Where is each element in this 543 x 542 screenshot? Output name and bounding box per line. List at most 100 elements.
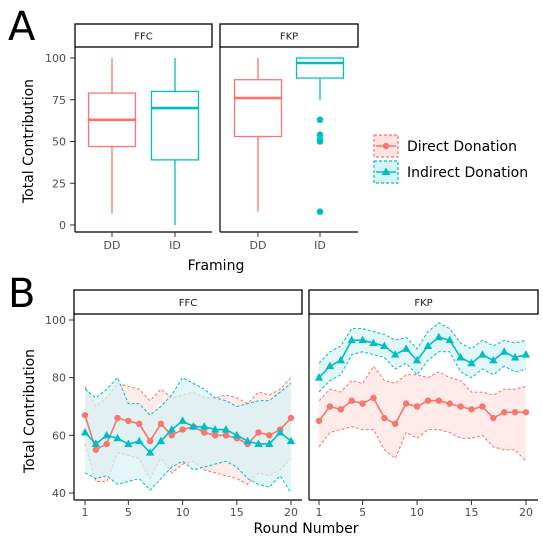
point-ffc-indirect [200,422,209,430]
point-ffc-indirect [145,448,155,456]
box-body [233,79,283,138]
point-fkp-indirect [521,350,531,358]
point-fkp-indirect [358,335,367,344]
point-ffc-direct [157,420,165,427]
point-fkp-direct [337,406,344,413]
point-fkp-indirect [369,338,378,347]
panel-a-x-tick-label: DD [250,239,267,252]
panel-a-strip-fkp: FKP [219,23,359,48]
legend-label-direct: Direct Donation [407,139,517,155]
point-fkp-direct [501,409,508,416]
ribbon-lower-fkp-direct [318,426,527,462]
point-fkp-indirect [500,347,509,355]
box-fkp-dd [233,58,283,212]
panel-a-x-tick-label: ID [314,239,326,252]
legend: Direct Donation Indirect Donation [373,134,528,184]
point-ffc-indirect [232,430,241,439]
point-ffc-direct [255,429,262,436]
point-fkp-indirect [325,361,335,370]
point-fkp-direct [326,403,334,410]
point-ffc-direct [201,429,208,436]
ribbon-ffc-indirect [85,377,291,493]
panel-a-x-axis-title: Framing [188,258,245,274]
ribbon-upper-fkp-indirect [318,322,527,364]
panel-b-x-tick-label: 5 [359,506,366,519]
panel-a-y-tick-label: 25 [52,177,66,190]
point-fkp-direct [402,400,410,407]
point-fkp-direct [315,417,323,425]
point-fkp-direct [359,400,366,407]
point-ffc-indirect [265,439,274,447]
panel-b-x-tick-label: 5 [125,506,132,519]
point-fkp-indirect [380,341,389,349]
panel-a-x-tick-label: DD [104,239,121,252]
panel-b-series [80,322,531,494]
point-fkp-direct [348,397,355,404]
point-fkp-indirect [336,355,345,364]
point-fkp-direct [490,414,497,422]
point-fkp-direct [392,420,399,427]
point-fkp-direct [370,394,377,402]
point-fkp-indirect [510,352,520,361]
point-ffc-indirect [80,427,90,436]
point-ffc-indirect [124,439,133,447]
point-ffc-indirect [210,425,220,433]
panel-b-x-axis-title: Round Number [254,521,359,537]
point-fkp-indirect [412,355,422,364]
point-fkp-indirect [478,350,487,358]
panel-a-strip-fkp-label: FKP [280,32,298,43]
panel-a-x-tick-label: ID [169,239,181,252]
point-ffc-indirect [189,422,198,430]
point-ffc-direct [114,414,121,422]
point-ffc-direct [211,432,219,439]
point-ffc-direct [168,432,175,439]
panel-b-x-tick-label: 15 [230,506,244,519]
panel-b-x-tick-label: 20 [519,506,533,519]
box-outlier-point [316,131,324,139]
panel-b-y-tick-label: 80 [52,372,66,385]
panel-a-y-tick-label: 75 [52,94,66,107]
panel-b-letter: B [8,271,35,317]
point-fkp-direct [479,403,486,410]
point-fkp-indirect [434,332,444,341]
ribbon-lower-fkp-indirect [318,351,527,393]
legend-label-indirect: Indirect Donation [407,165,528,181]
point-ffc-direct [92,446,100,453]
point-fkp-indirect [401,344,411,352]
point-ffc-indirect [243,436,252,445]
panel-b-x-tick-label: 20 [284,506,298,519]
legend-key-indirect [373,160,399,184]
panel-a-boxes [87,57,345,225]
point-ffc-indirect [113,433,122,442]
panel-a-y-tick-label: 50 [52,136,66,149]
point-ffc-indirect [156,436,166,445]
ribbon-lower-ffc-indirect [84,460,292,494]
point-fkp-indirect [314,373,324,381]
point-ffc-indirect [167,425,176,433]
ribbon-fkp-direct [319,366,526,462]
box-ffc-dd [87,58,137,214]
point-ffc-direct [146,437,154,445]
panel-a-y-tick-label: 0 [59,219,66,232]
legend-key-direct [373,134,399,158]
point-ffc-indirect [275,427,285,436]
point-fkp-indirect [467,358,476,367]
panel-b-x-tick-label: 10 [176,506,190,519]
point-ffc-indirect [102,430,111,439]
point-ffc-direct [125,417,132,425]
point-ffc-indirect [135,436,144,445]
panel-b-strip-fkp: FKP [308,289,539,315]
point-ffc-direct [266,432,273,439]
panel-b-x-tick-label: 10 [410,506,424,519]
point-ffc-indirect [221,425,231,433]
panel-a-strip-ffc-label: FFC [134,32,153,43]
box-outlier-point [316,138,324,145]
point-ffc-indirect [254,439,263,447]
point-fkp-direct [413,403,421,410]
panel-b-x-tick-label: 1 [82,506,89,519]
point-fkp-indirect [456,352,465,361]
ribbon-upper-ffc-indirect [84,376,292,416]
point-fkp-indirect [347,335,356,344]
